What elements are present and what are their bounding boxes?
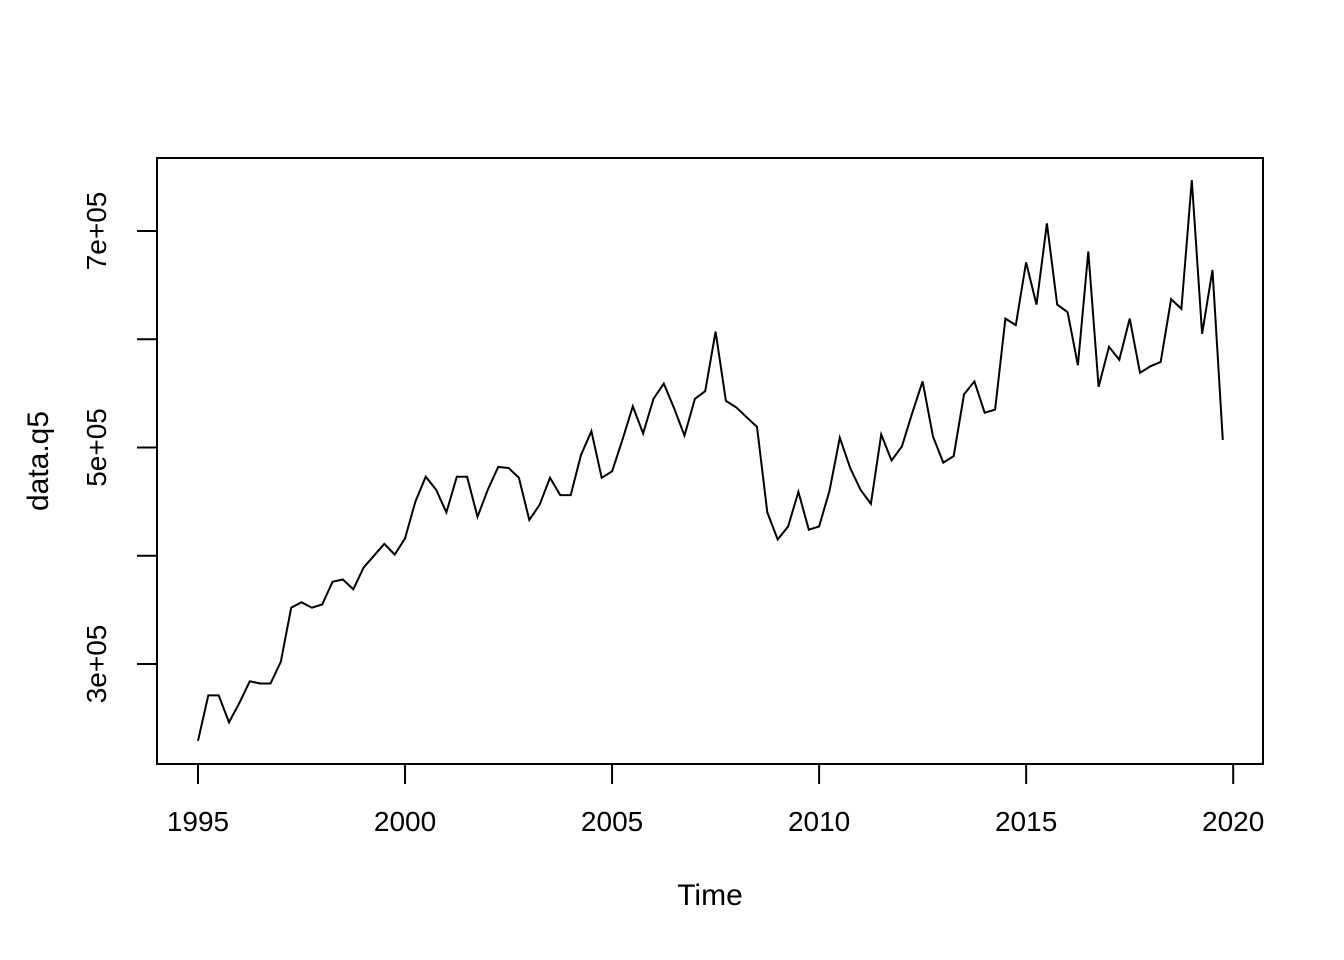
x-tick-label: 2020 [1202, 806, 1264, 837]
x-tick-label: 2015 [995, 806, 1057, 837]
y-tick-label: 5e+05 [81, 408, 112, 487]
series-line [197, 180, 1224, 742]
y-tick-label: 3e+05 [81, 625, 112, 704]
x-tick-label: 2005 [581, 806, 643, 837]
y-axis-title: data.q5 [22, 411, 55, 511]
x-tick-label: 2000 [374, 806, 436, 837]
x-tick-label: 2010 [788, 806, 850, 837]
x-tick-label: 1995 [167, 806, 229, 837]
y-tick-label: 7e+05 [81, 192, 112, 271]
x-axis-title: Time [677, 879, 743, 912]
plot-frame [156, 157, 1264, 765]
